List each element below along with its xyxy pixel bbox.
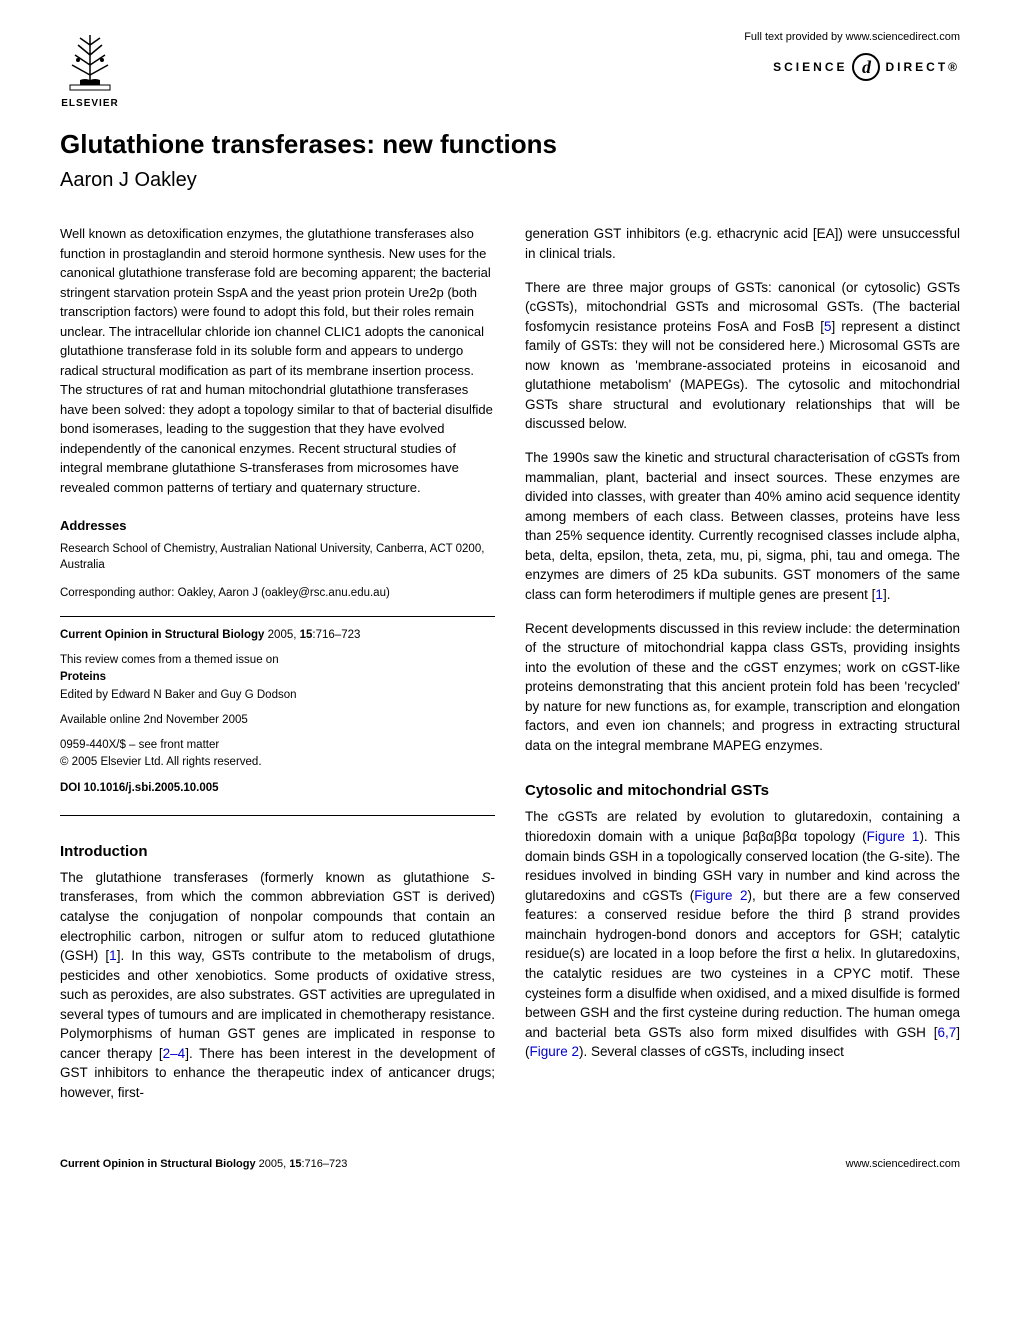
science-label: SCIENCE: [773, 59, 847, 76]
article-title: Glutathione transferases: new functions: [60, 126, 960, 162]
footer-url: www.sciencedirect.com: [846, 1157, 960, 1172]
right-column: generation GST inhibitors (e.g. ethacryn…: [525, 224, 960, 1116]
page-footer: Current Opinion in Structural Biology 20…: [60, 1157, 960, 1172]
available-online: Available online 2nd November 2005: [60, 712, 495, 729]
main-content: Well known as detoxification enzymes, th…: [60, 224, 960, 1116]
info-box: Current Opinion in Structural Biology 20…: [60, 616, 495, 816]
right-para-2: There are three major groups of GSTs: ca…: [525, 278, 960, 435]
right-para-1: generation GST inhibitors (e.g. ethacryn…: [525, 224, 960, 263]
journal-citation: Current Opinion in Structural Biology 20…: [60, 627, 495, 644]
addresses-heading: Addresses: [60, 517, 495, 535]
sd-compass-icon: d: [852, 53, 880, 81]
introduction-heading: Introduction: [60, 841, 495, 862]
figure-2-link[interactable]: Figure 2: [694, 888, 747, 903]
ref-link-6-7[interactable]: 6,7: [937, 1025, 956, 1040]
ref-link-2-4[interactable]: 2–4: [163, 1046, 186, 1061]
left-column: Well known as detoxification enzymes, th…: [60, 224, 495, 1116]
addresses-text: Research School of Chemistry, Australian…: [60, 541, 495, 573]
provider-text: Full text provided by www.sciencedirect.…: [744, 30, 960, 45]
header-right: Full text provided by www.sciencedirect.…: [744, 30, 960, 81]
science-direct-logo: SCIENCE d DIRECT®: [744, 53, 960, 81]
right-para-3: The 1990s saw the kinetic and structural…: [525, 448, 960, 605]
elsevier-logo: ELSEVIER: [60, 30, 120, 111]
elsevier-text: ELSEVIER: [61, 97, 118, 111]
right-para-5: The cGSTs are related by evolution to gl…: [525, 807, 960, 1061]
intro-para-1: The glutathione transferases (formerly k…: [60, 868, 495, 1103]
section-2-heading: Cytosolic and mitochondrial GSTs: [525, 780, 960, 801]
elsevier-tree-icon: [60, 30, 120, 95]
footer-journal: Current Opinion in Structural Biology 20…: [60, 1157, 347, 1172]
doi: DOI 10.1016/j.sbi.2005.10.005: [60, 780, 495, 797]
journal-name: Current Opinion in Structural Biology: [60, 629, 264, 641]
header-row: ELSEVIER Full text provided by www.scien…: [60, 30, 960, 111]
direct-label: DIRECT®: [885, 59, 960, 76]
author-name: Aaron J Oakley: [60, 166, 960, 194]
right-para-4: Recent developments discussed in this re…: [525, 619, 960, 756]
ref-link-5[interactable]: 5: [824, 319, 832, 334]
abstract-text: Well known as detoxification enzymes, th…: [60, 224, 495, 497]
corresponding-author: Corresponding author: Oakley, Aaron J (o…: [60, 585, 495, 601]
figure-1-link[interactable]: Figure 1: [867, 829, 920, 844]
figure-2-link-b[interactable]: Figure 2: [530, 1044, 580, 1059]
review-source: This review comes from a themed issue on…: [60, 652, 495, 704]
ref-link-1[interactable]: 1: [109, 948, 117, 963]
issn-copyright: 0959-440X/$ – see front matter © 2005 El…: [60, 737, 495, 772]
ref-link-1b[interactable]: 1: [875, 587, 883, 602]
